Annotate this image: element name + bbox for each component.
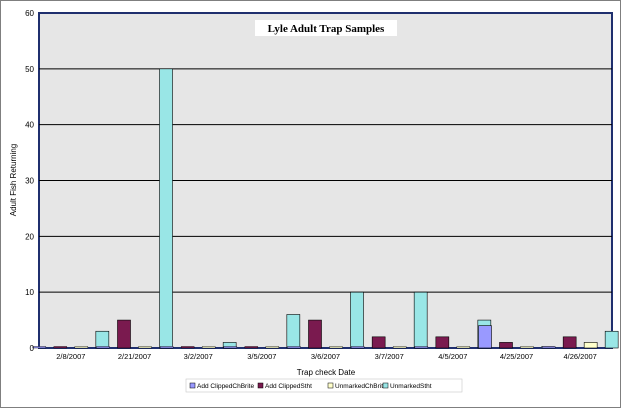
- bar: [499, 342, 513, 349]
- chart-title: Lyle Adult Trap Samples: [268, 23, 385, 35]
- bar: [308, 319, 322, 349]
- bar: [286, 314, 301, 349]
- x-tick-label: 3/2/2007: [184, 352, 213, 361]
- bar: [541, 346, 556, 349]
- bar: [244, 346, 259, 349]
- grid-lines: [39, 68, 612, 293]
- bar: [350, 346, 365, 349]
- bar: [583, 342, 598, 349]
- legend-label: Add ClippedChBrite: [197, 383, 254, 390]
- legend: Add ClippedChBrite Add ClippedStht Unmarke…: [185, 378, 463, 393]
- legend-label: Add ClippedStht: [265, 383, 312, 390]
- bar: [180, 346, 195, 349]
- bar: [53, 346, 68, 349]
- bar: [32, 346, 47, 349]
- bar: [478, 325, 492, 349]
- y-tick-label: 20: [25, 232, 34, 241]
- y-tick-label: 0: [30, 344, 35, 353]
- bar: [74, 346, 89, 349]
- y-axis-ticks: 0 10 20 30 40 50 60: [25, 9, 34, 353]
- y-tick-label: 10: [25, 288, 34, 297]
- bar: [371, 336, 386, 349]
- x-tick-label: 4/5/2007: [438, 352, 467, 361]
- x-tick-label: 3/7/2007: [375, 352, 404, 361]
- legend-box: [185, 378, 463, 393]
- bar: [414, 346, 429, 349]
- y-tick-label: 60: [25, 9, 34, 18]
- y-tick-label: 30: [25, 177, 34, 186]
- x-tick-label: 2/8/2007: [56, 352, 85, 361]
- legend-swatch: [382, 382, 389, 389]
- bar: [159, 346, 174, 349]
- bar: [456, 346, 471, 349]
- bar: [413, 291, 428, 349]
- x-tick-label: 4/26/2007: [563, 352, 596, 361]
- legend-label: UnmarkedStht: [390, 383, 432, 390]
- bar: [392, 346, 407, 349]
- bar: [287, 346, 301, 349]
- legend-swatch: [257, 382, 264, 389]
- bar: [96, 346, 110, 349]
- bars: [32, 68, 619, 349]
- bar: [562, 336, 577, 349]
- y-tick-label: 50: [25, 65, 34, 74]
- y-tick-label: 40: [25, 121, 34, 130]
- bar: [520, 346, 534, 349]
- bar: [117, 319, 131, 349]
- bar: [95, 330, 110, 349]
- legend-label: UnmarkedChBrite: [335, 383, 387, 390]
- x-axis-ticks: 2/8/2007 2/21/2007 3/2/2007 3/5/2007 3/6/200…: [56, 352, 597, 361]
- chart-title-box: [255, 20, 397, 36]
- x-tick-label: 4/25/2007: [500, 352, 533, 361]
- bar: [265, 346, 280, 349]
- x-tick-label: 3/5/2007: [247, 352, 276, 361]
- bar: [350, 291, 364, 349]
- legend-swatch: [327, 382, 334, 389]
- bar: [223, 346, 238, 349]
- legend-swatch: [189, 382, 196, 389]
- bar: [138, 346, 152, 349]
- x-axis-label: Trap check Date: [297, 368, 356, 377]
- bar: [159, 68, 173, 349]
- bar: [604, 330, 619, 349]
- bar: [329, 346, 343, 349]
- x-tick-label: 3/6/2007: [311, 352, 340, 361]
- x-tick-label: 2/21/2007: [118, 352, 151, 361]
- y-axis-label: Adult Fish Returning: [9, 144, 18, 216]
- bar: [201, 346, 216, 349]
- bar: [435, 336, 450, 349]
